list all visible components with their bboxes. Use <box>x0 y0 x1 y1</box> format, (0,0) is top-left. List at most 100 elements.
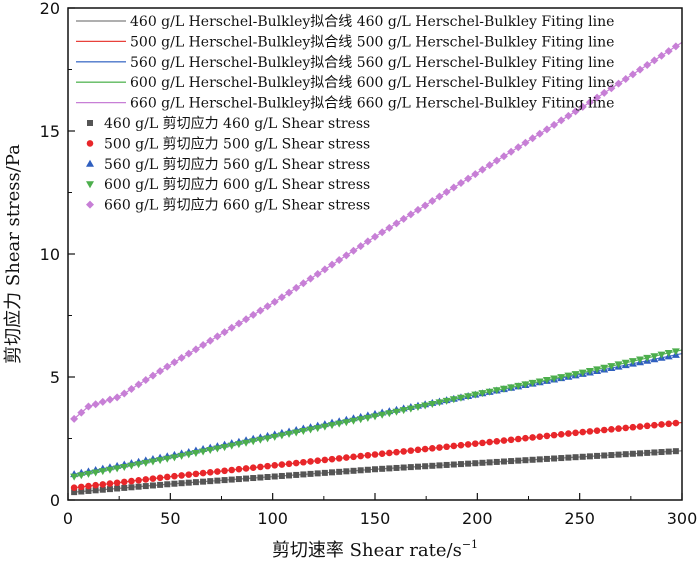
data-point <box>558 455 565 462</box>
x-axis-title: 剪切速率 Shear rate/s−1 <box>272 538 478 561</box>
data-point <box>464 174 473 183</box>
data-point <box>499 385 508 393</box>
data-point <box>413 404 422 412</box>
data-point <box>651 421 658 429</box>
data-point <box>386 465 393 472</box>
data-point <box>264 473 271 480</box>
data-point <box>457 461 464 468</box>
data-point <box>658 421 665 428</box>
data-point <box>235 465 243 473</box>
data-point <box>628 70 637 79</box>
data-point <box>564 372 573 380</box>
data-point <box>400 464 407 471</box>
data-point <box>421 201 430 210</box>
data-point <box>593 366 602 374</box>
data-point <box>157 481 164 488</box>
data-point <box>270 297 279 306</box>
data-point <box>557 431 565 438</box>
data-point <box>320 423 329 431</box>
data-point <box>120 464 129 472</box>
series-4-markers <box>70 42 680 423</box>
data-point <box>120 389 129 398</box>
data-point <box>364 466 371 473</box>
data-point <box>206 336 215 345</box>
data-point <box>313 269 322 278</box>
data-point <box>393 448 400 456</box>
y-tick-label: 20 <box>40 0 60 18</box>
data-point <box>192 479 199 486</box>
data-point <box>593 427 601 434</box>
data-point <box>364 451 372 459</box>
data-point <box>622 451 629 458</box>
data-point <box>356 242 365 251</box>
data-point <box>435 399 444 407</box>
data-point <box>127 462 136 470</box>
data-point <box>600 426 608 434</box>
data-point <box>98 468 107 476</box>
data-point <box>243 475 250 482</box>
data-point <box>392 219 401 228</box>
data-point <box>207 478 214 485</box>
legend-label-series-4: 660 g/L 剪切应力 660 g/L Shear stress <box>104 197 370 214</box>
data-point <box>593 93 602 102</box>
axes: 0 50 100 150 200 250 300 0 5 10 15 20 <box>40 0 698 528</box>
data-point <box>443 461 450 468</box>
data-point <box>350 467 357 474</box>
data-point <box>285 460 293 468</box>
data-point <box>171 480 178 487</box>
data-point <box>350 453 357 461</box>
data-point <box>336 468 343 475</box>
data-point <box>178 472 185 479</box>
data-point <box>414 463 421 470</box>
data-point <box>542 125 551 134</box>
data-point <box>177 353 186 362</box>
data-point <box>164 481 171 488</box>
data-point <box>486 438 493 446</box>
data-point <box>106 480 114 487</box>
x-tick-label: 100 <box>257 509 288 528</box>
legend: 460 g/L Herschel-Bulkley拟合线 460 g/L Hers… <box>76 14 614 214</box>
data-point <box>486 459 493 466</box>
data-point <box>349 417 358 425</box>
data-point <box>457 441 465 449</box>
data-point <box>278 472 285 479</box>
data-point <box>471 440 479 447</box>
data-point <box>464 393 473 401</box>
data-point <box>342 251 351 260</box>
data-point <box>442 397 451 405</box>
data-point <box>228 466 236 474</box>
data-point <box>572 454 579 461</box>
data-point <box>629 423 637 431</box>
data-point <box>70 473 79 481</box>
data-point <box>300 471 307 478</box>
series-1-markers <box>70 419 680 492</box>
data-point <box>471 391 480 399</box>
data-point <box>121 484 128 491</box>
data-point <box>213 445 222 453</box>
data-point <box>91 400 100 409</box>
data-point <box>536 456 543 463</box>
data-point <box>657 51 666 60</box>
data-point <box>393 464 400 471</box>
data-point <box>184 451 193 459</box>
data-point <box>478 165 487 174</box>
data-point <box>500 437 508 444</box>
data-point <box>199 448 208 456</box>
legend-label-fit-4: 660 g/L Herschel-Bulkley拟合线 660 g/L Hers… <box>130 96 614 112</box>
data-point <box>536 433 544 440</box>
data-point <box>306 426 315 434</box>
data-point <box>306 274 315 283</box>
data-point <box>299 427 308 435</box>
data-point <box>436 462 443 469</box>
data-point <box>299 279 308 288</box>
data-point <box>149 475 157 482</box>
data-point <box>70 414 79 423</box>
data-point <box>557 374 566 382</box>
data-point <box>329 469 336 476</box>
data-point <box>628 358 637 366</box>
legend-marker-3 <box>86 181 94 189</box>
data-point <box>514 143 523 152</box>
data-point <box>637 450 644 457</box>
data-point <box>357 452 364 460</box>
data-point <box>363 414 372 422</box>
